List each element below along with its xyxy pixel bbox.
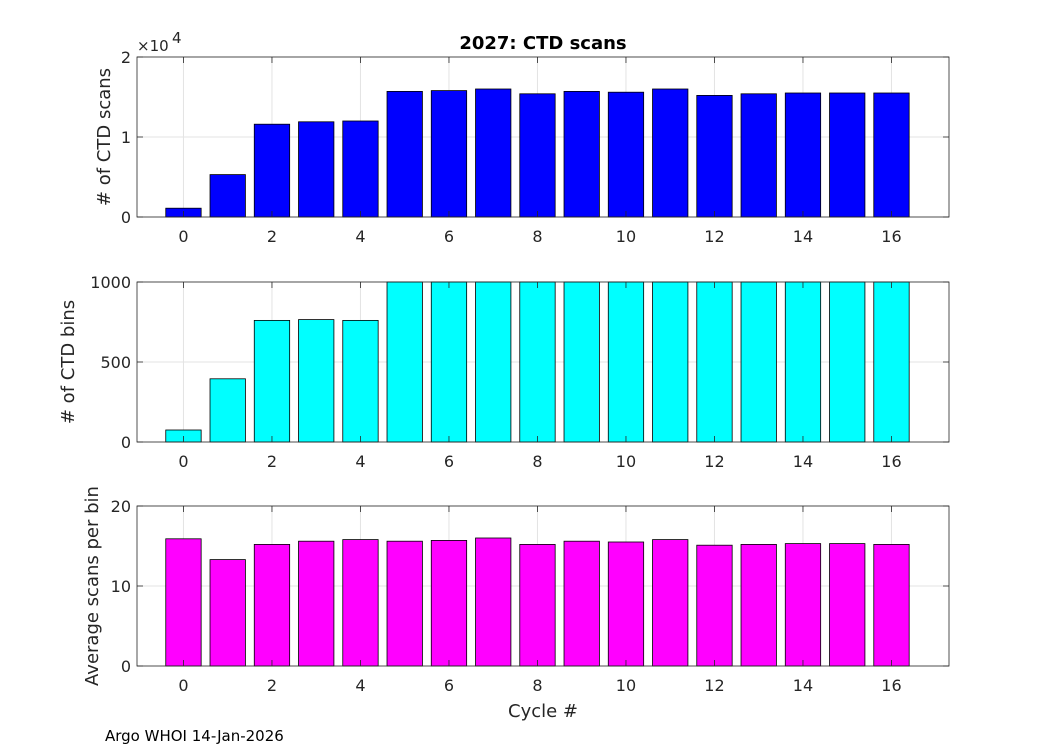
bar — [298, 540, 335, 667]
bar — [430, 281, 468, 443]
bar — [475, 88, 512, 218]
x-tick-label: 6 — [444, 676, 454, 695]
x-tick-label: 8 — [532, 676, 542, 695]
bar — [607, 281, 645, 443]
bar — [873, 544, 910, 667]
chart-title: 2027: CTD scans — [459, 33, 626, 54]
bar — [253, 544, 291, 667]
y-multiplier-exponent: 4 — [172, 29, 182, 47]
y-tick-label: 0 — [121, 657, 131, 676]
bar — [475, 537, 512, 667]
y-axis-label: # of CTD scans — [94, 68, 115, 206]
y-multiplier-label: ×10 — [137, 37, 169, 55]
x-tick-label: 2 — [267, 452, 277, 471]
bar — [740, 281, 777, 443]
x-tick-label: 6 — [444, 227, 454, 246]
bar — [386, 281, 423, 443]
chart-panel-2: 0 2 4 6 8 10 12 14 16 0 500 1000 # of CTD bins — [58, 273, 950, 471]
bar — [873, 281, 910, 443]
x-tick-label: 10 — [616, 452, 636, 471]
bar — [740, 93, 777, 218]
bar — [430, 540, 468, 667]
bar — [209, 559, 246, 667]
bar — [165, 538, 202, 667]
bar — [475, 281, 512, 443]
bar — [342, 120, 379, 218]
x-tick-label: 16 — [881, 676, 901, 695]
footer-label: Argo WHOI 14-Jan-2026 — [105, 727, 284, 745]
x-tick-label: 14 — [793, 676, 813, 695]
x-tick-label: 4 — [355, 676, 365, 695]
bar — [829, 543, 866, 667]
bar — [386, 91, 423, 218]
x-tick-label: 14 — [793, 227, 813, 246]
bar — [253, 123, 291, 218]
bar — [652, 88, 689, 218]
bar — [652, 281, 689, 443]
bar — [607, 541, 645, 667]
y-axis-label: # of CTD bins — [58, 300, 79, 424]
x-tick-label: 0 — [178, 452, 188, 471]
x-tick-label: 12 — [704, 676, 724, 695]
x-tick-label: 6 — [444, 452, 454, 471]
x-tick-label: 0 — [178, 227, 188, 246]
x-tick-label: 10 — [616, 676, 636, 695]
bar — [209, 378, 246, 443]
chart-panel-3: 0 2 4 6 8 10 12 14 16 0 10 20 Average scans per bin C… — [82, 486, 950, 722]
bar — [298, 319, 335, 443]
bar — [253, 319, 291, 443]
bar — [740, 544, 777, 667]
bar — [342, 319, 379, 443]
bar — [209, 174, 246, 218]
bar — [607, 91, 645, 218]
x-axis-label: Cycle # — [508, 701, 578, 722]
bar — [784, 281, 822, 443]
bar — [430, 90, 468, 218]
y-tick-label: 1000 — [90, 273, 131, 292]
x-tick-label: 8 — [532, 452, 542, 471]
y-tick-label: 20 — [111, 497, 131, 516]
x-tick-label: 8 — [532, 227, 542, 246]
bar — [652, 539, 689, 667]
bar — [386, 540, 423, 667]
x-tick-label: 2 — [267, 227, 277, 246]
bar — [342, 539, 379, 667]
bar — [696, 281, 733, 443]
x-tick-label: 10 — [616, 227, 636, 246]
x-tick-label: 0 — [178, 676, 188, 695]
bar — [829, 281, 866, 443]
x-tick-label: 4 — [355, 452, 365, 471]
bar — [829, 92, 866, 218]
y-tick-label: 0 — [121, 208, 131, 227]
bar — [519, 544, 556, 667]
bar — [519, 93, 556, 218]
x-tick-label: 12 — [704, 452, 724, 471]
x-tick-label: 14 — [793, 452, 813, 471]
bar — [784, 92, 822, 218]
y-tick-label: 2 — [121, 48, 131, 67]
bar — [784, 543, 822, 667]
x-tick-label: 16 — [881, 452, 901, 471]
y-tick-label: 10 — [111, 577, 131, 596]
y-axis-label: Average scans per bin — [82, 486, 103, 686]
bar — [563, 540, 600, 667]
bar — [696, 95, 733, 218]
x-tick-label: 2 — [267, 676, 277, 695]
bar — [873, 92, 910, 218]
y-tick-label: 500 — [100, 353, 131, 372]
bar — [696, 544, 733, 667]
y-tick-label: 1 — [121, 128, 131, 147]
bar — [298, 121, 335, 218]
bar — [563, 281, 600, 443]
x-tick-label: 12 — [704, 227, 724, 246]
x-tick-label: 4 — [355, 227, 365, 246]
y-tick-label: 0 — [121, 433, 131, 452]
x-tick-label: 16 — [881, 227, 901, 246]
bar — [563, 91, 600, 218]
bar — [519, 281, 556, 443]
